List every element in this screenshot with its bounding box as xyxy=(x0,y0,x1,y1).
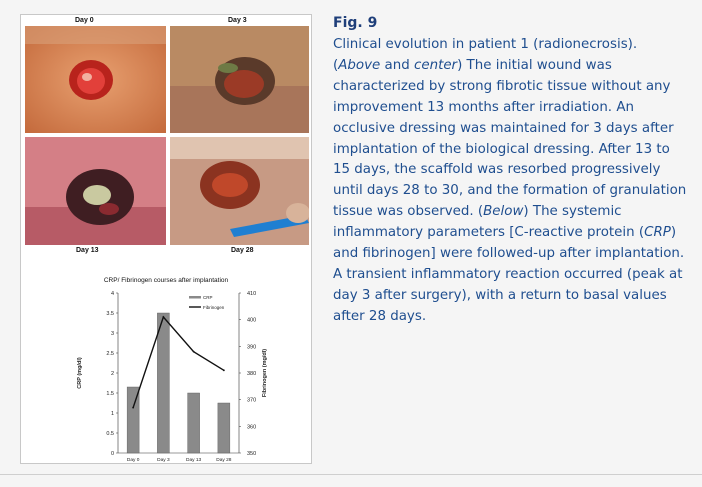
photo-label-day28: Day 28 xyxy=(231,247,254,254)
left-tick-label: 2.5 xyxy=(106,351,114,357)
right-tick-label: 390 xyxy=(247,344,256,350)
y-axis-label: CRP (mg/dl) xyxy=(77,357,83,389)
left-tick-label: 1.5 xyxy=(106,391,114,397)
right-tick-label: 400 xyxy=(247,318,256,324)
fibrinogen-point xyxy=(192,350,195,353)
x-tick-label: Day 28 xyxy=(216,457,232,463)
left-tick-label: 4 xyxy=(111,291,114,297)
legend-crp-swatch xyxy=(189,296,201,299)
left-tick-label: 0 xyxy=(111,451,114,457)
fibrinogen-point xyxy=(162,316,165,318)
left-tick-label: 1 xyxy=(111,411,114,417)
x-tick-label: Day 13 xyxy=(186,457,202,463)
x-tick-label: Day 0 xyxy=(127,457,140,463)
left-tick-label: 3 xyxy=(111,331,114,337)
wound-photo-day28 xyxy=(170,137,309,245)
caption-segment: ) The initial wound was characterized by… xyxy=(333,57,687,220)
right-tick-label: 410 xyxy=(247,291,256,297)
right-tick-label: 380 xyxy=(247,371,256,377)
photo-label-day3: Day 3 xyxy=(228,17,247,24)
crp-bar xyxy=(187,392,200,454)
figure-caption: Fig. 9 Clinical evolution in patient 1 (… xyxy=(333,15,688,328)
photo-label-day0: Day 0 xyxy=(75,17,94,24)
divider xyxy=(0,474,702,475)
crp-bar xyxy=(217,402,231,454)
legend-fibrinogen-label: Fibrinogen xyxy=(203,305,225,310)
caption-segment: Above xyxy=(338,57,381,73)
caption-text: Clinical evolution in patient 1 (radione… xyxy=(333,35,688,328)
fibrinogen-point xyxy=(132,406,135,409)
caption-segment: ) and fibrinogen] were followed-up after… xyxy=(333,225,685,324)
caption-segment: and xyxy=(380,57,414,73)
right-tick-label: 370 xyxy=(247,398,256,404)
y2-axis-label: Fibrinogen (mg/dl) xyxy=(262,349,268,397)
figure-panel: Day 0 Day 3 xyxy=(20,14,312,464)
caption-segment: Clinical evolution in patient 1 (radione… xyxy=(333,37,638,73)
wound-photo-day3 xyxy=(170,26,309,133)
left-tick-label: 2 xyxy=(111,371,114,377)
caption-segment: ) The systemic inflammatory parameters [… xyxy=(333,204,645,241)
x-tick-label: Day 3 xyxy=(157,457,170,463)
figure-label: Fig. 9 xyxy=(333,15,378,31)
chart-title: CRP/ Fibrinogen courses after implantati… xyxy=(103,277,229,284)
crp-bar xyxy=(126,386,140,454)
left-tick-label: 0.5 xyxy=(106,431,114,437)
legend-crp-label: CRP xyxy=(203,295,213,300)
caption-segment: center xyxy=(413,57,458,73)
fibrinogen-point xyxy=(222,369,225,372)
left-tick-label: 3.5 xyxy=(106,311,114,317)
photo-label-day13: Day 13 xyxy=(76,247,99,254)
crp-bar xyxy=(157,312,170,454)
caption-segment: CRP xyxy=(644,225,671,241)
caption-segment: Below xyxy=(483,204,524,220)
wound-photo-day13 xyxy=(25,137,166,245)
right-tick-label: 360 xyxy=(247,424,256,430)
crp-fibrinogen-chart: 0 0.5 1 1.5 2 2.5 3 3.5 4 350 360 370 380 390 400 410 Da… xyxy=(77,291,268,463)
right-tick-label: 350 xyxy=(247,451,256,457)
wound-photo-day0 xyxy=(25,26,166,133)
fibrinogen-line xyxy=(132,315,225,408)
